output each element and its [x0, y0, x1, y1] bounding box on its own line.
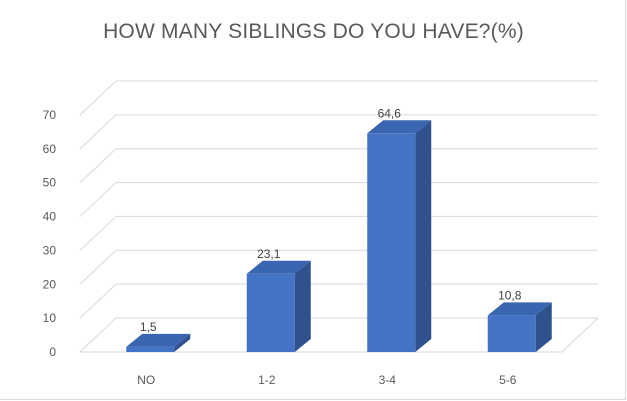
bar-NO: [126, 333, 191, 352]
gridline-depth: [79, 148, 117, 184]
bar-side: [294, 260, 311, 352]
x-tick-label: NO: [137, 373, 155, 387]
bar-5-6: [487, 302, 552, 352]
x-tick-label: 1-2: [258, 373, 276, 387]
bar-1-2: [246, 260, 311, 352]
gridline-depth: [79, 80, 117, 116]
bar-top: [246, 260, 311, 274]
gridline-depth: [79, 249, 117, 285]
bar-side: [174, 333, 191, 352]
gridline-depth: [79, 216, 117, 251]
gridline-depth: [79, 114, 117, 150]
gridline-depth: [79, 317, 117, 353]
data-label: 1,5: [140, 320, 157, 334]
bars: [126, 120, 552, 352]
bar-top: [126, 333, 191, 347]
bar-front: [126, 346, 175, 352]
data-labels: 1,5 23,1 64,6 10,8: [140, 106, 522, 334]
x-tick-label: 5-6: [499, 373, 517, 387]
x-axis: NO 1-2 3-4 5-6: [137, 373, 516, 387]
y-tick-label: 70: [43, 108, 57, 122]
bar-3-4: [367, 120, 432, 352]
y-tick-label: 60: [43, 142, 57, 156]
gridline-depth: [79, 283, 117, 319]
y-tick-label: 0: [49, 345, 56, 359]
y-tick-label: 40: [43, 210, 57, 224]
grid: [79, 80, 599, 353]
bar-top: [367, 120, 432, 134]
bar-front: [487, 315, 536, 352]
y-tick-label: 10: [43, 311, 57, 325]
data-label: 23,1: [257, 247, 281, 261]
data-label: 64,6: [378, 106, 402, 120]
bar-side: [415, 120, 432, 352]
bar-front: [246, 273, 295, 352]
y-axis: 0 10 20 30 40 50 60 70: [43, 108, 57, 359]
data-label: 10,8: [498, 288, 522, 302]
bar-top: [487, 302, 552, 316]
chart-title: HOW MANY SIBLINGS DO YOU HAVE?(%): [103, 20, 524, 43]
bar-side: [535, 302, 552, 352]
y-tick-label: 30: [43, 243, 57, 257]
bar-front: [367, 133, 416, 352]
floor-edge-right: [561, 317, 599, 353]
y-tick-label: 20: [43, 277, 57, 291]
y-tick-label: 50: [43, 176, 57, 190]
x-tick-label: 3-4: [379, 373, 397, 387]
gridline-depth: [79, 182, 117, 217]
